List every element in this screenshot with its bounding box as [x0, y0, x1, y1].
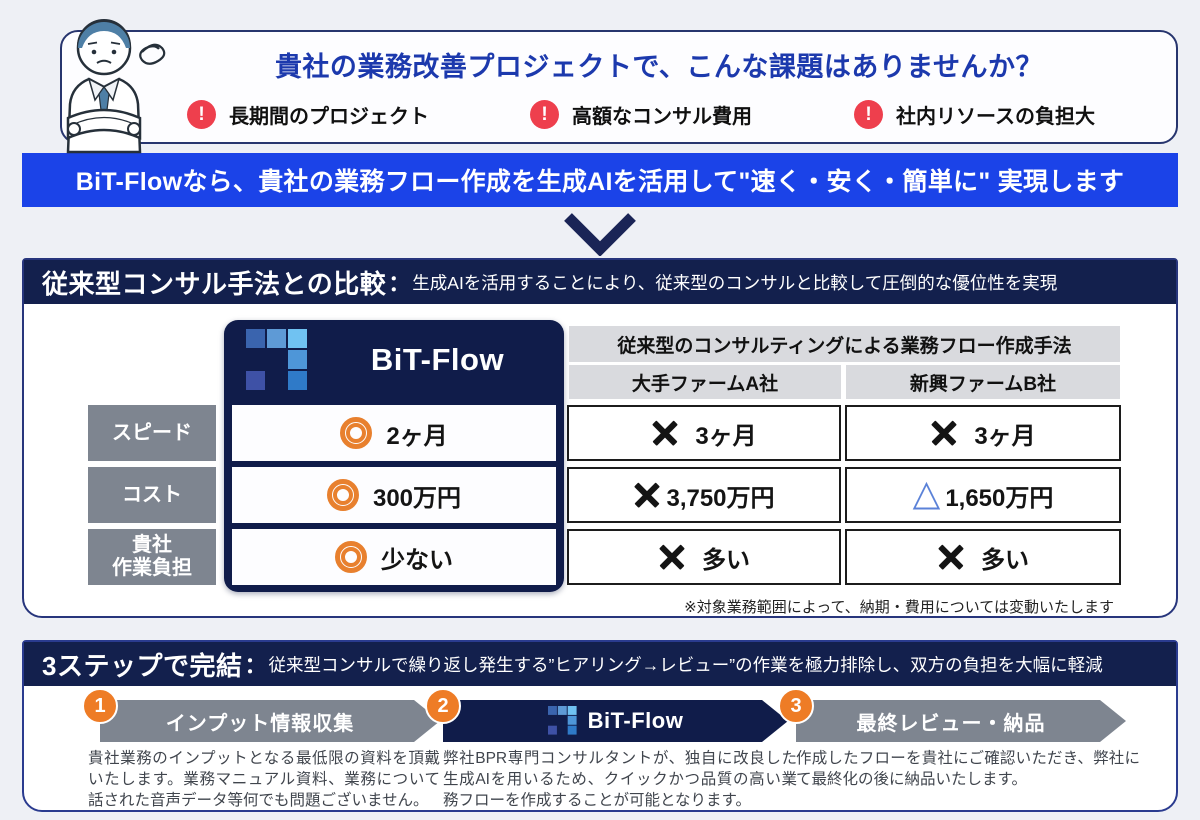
triangle-icon: △ [912, 472, 941, 513]
bitflow-pixel-logo [548, 706, 578, 736]
steps-colon: ： [244, 653, 267, 678]
comparison-header: 従来型コンサル手法との比較 ： 生成AIを活用することにより、従来型のコンサルと… [24, 260, 1176, 304]
step1-banner: インプット情報収集 [100, 700, 440, 742]
exclamation-icon: ! [854, 100, 883, 129]
cell-value: 300万円 [372, 484, 462, 512]
cell-value: 3ヶ月 [974, 422, 1036, 450]
comparison-colon: ： [388, 271, 411, 296]
comparison-section: 従来型コンサル手法との比較 ： 生成AIを活用することにより、従来型のコンサルと… [22, 258, 1178, 618]
cross-icon [930, 419, 958, 447]
problem-box: 貴社の業務改善プロジェクトで、こんな課題はありませんか？ ! 長期間のプロジェク… [60, 30, 1178, 144]
cross-icon [658, 543, 686, 571]
steps-subheading: 従来型コンサルで繰り返し発生する”ヒアリング→レビュー”の作業を極力排除し、双方… [268, 654, 1103, 675]
step2-description: 弊社BPR専門コンサルタントが、独自に改良した生成AIを用いるため、クイックかつ… [443, 750, 797, 810]
column-header-firm-a: 大手ファームA社 [569, 365, 841, 399]
cell-value: 2ヶ月 [386, 422, 448, 450]
cell-value: 3,750万円 [666, 484, 775, 512]
bitflow-cell-workload: 少ない [232, 529, 556, 585]
row-label-text: スピード [112, 421, 192, 444]
cell-value: 1,650万円 [945, 484, 1054, 512]
cross-icon [651, 419, 679, 447]
banner-text: BiT-Flowなら、貴社の業務フロー作成を生成AIを活用して"速く・安く・簡単… [75, 168, 1125, 196]
problem-title: 貴社の業務改善プロジェクトで、こんな課題はありませんか？ [274, 52, 1044, 82]
double-circle-icon [340, 417, 373, 449]
bitflow-product-name: BiT-Flow [370, 342, 505, 377]
step3-description: 作成したフローを貴社にご確認いただき、弊社にて最終化の後に納品いたします。 [796, 750, 1140, 789]
exclamation-icon: ! [530, 100, 559, 129]
firm-a-cell-speed: 3ヶ月 [567, 405, 841, 461]
step1-title: インプット情報収集 [165, 712, 355, 735]
issue-item: ! 長期間のプロジェクト [187, 100, 429, 129]
value-proposition-banner: BiT-Flowなら、貴社の業務フロー作成を生成AIを活用して"速く・安く・簡単… [22, 153, 1178, 207]
row-label-text2: 作業負担 [112, 557, 192, 579]
comparison-heading: 従来型コンサル手法との比較 [42, 268, 387, 299]
step-number-badge: 3 [778, 688, 814, 724]
down-chevron-icon [564, 213, 636, 256]
step3-title: 最終レビュー・納品 [856, 712, 1046, 735]
comparison-footnote: ※対象業務範囲によって、納期・費用については変動いたします [684, 599, 1114, 616]
cell-value: 少ない [381, 546, 453, 574]
issue-label: 社内リソースの負担大 [896, 106, 1095, 128]
firm-a-cell-workload: 多い [567, 529, 841, 585]
row-label-workload: 貴社 作業負担 [88, 529, 216, 585]
steps-header: 3ステップで完結 ： 従来型コンサルで繰り返し発生する”ヒアリング→レビュー”の… [24, 642, 1176, 686]
firm-a-cell-cost: 3,750万円 [567, 467, 841, 523]
row-label-text: 貴社 [132, 534, 172, 556]
exclamation-icon: ! [187, 100, 216, 129]
step2-title: BiT-Flow [587, 708, 684, 733]
cross-icon [633, 481, 661, 509]
firm-b-cell-workload: 多い [845, 529, 1121, 585]
firm-b-cell-cost: △ 1,650万円 [845, 467, 1121, 523]
steps-section: 3ステップで完結 ： 従来型コンサルで繰り返し発生する”ヒアリング→レビュー”の… [22, 640, 1178, 812]
steps-heading: 3ステップで完結 [42, 650, 243, 681]
bitflow-column-header: BiT-Flow [319, 320, 556, 400]
comparison-subheading: 生成AIを活用することにより、従来型のコンサルと比較して圧倒的な優位性を実現 [412, 272, 1058, 293]
cross-icon [937, 543, 965, 571]
step2-banner: BiT-Flow [443, 700, 788, 742]
double-circle-icon [326, 479, 359, 511]
firm-b-cell-speed: 3ヶ月 [845, 405, 1121, 461]
bitflow-cell-cost: 300万円 [232, 467, 556, 523]
cell-value: 多い [981, 546, 1029, 574]
step1-description: 貴社業務のインプットとなる最低限の資料を頂戴いたします。業務マニュアル資料、業務… [88, 750, 440, 810]
step-number-badge: 2 [425, 688, 461, 724]
issue-item: ! 社内リソースの負担大 [854, 100, 1095, 129]
row-label-speed: スピード [88, 405, 216, 461]
row-label-cost: コスト [88, 467, 216, 523]
cell-value: 3ヶ月 [695, 422, 757, 450]
cell-value: 多い [702, 546, 750, 574]
worried-businessman-illustration [66, 19, 166, 154]
row-label-text: コスト [122, 483, 182, 506]
bitflow-column: BiT-Flow 2ヶ月 300万円 少ない [224, 320, 564, 592]
column-header-firm-b: 新興ファームB社 [846, 365, 1120, 399]
bitflow-pixel-logo [246, 329, 307, 390]
step3-banner: 最終レビュー・納品 [796, 700, 1126, 742]
bitflow-cell-speed: 2ヶ月 [232, 405, 556, 461]
issue-label: 高額なコンサル費用 [572, 106, 752, 128]
double-circle-icon [335, 541, 367, 573]
issue-item: ! 高額なコンサル費用 [530, 100, 752, 129]
step-number-badge: 1 [82, 688, 118, 724]
issue-label: 長期間のプロジェクト [229, 106, 429, 128]
rival-group-header: 従来型のコンサルティングによる業務フロー作成手法 [569, 326, 1120, 362]
confusion-swirl-icon [139, 43, 166, 65]
